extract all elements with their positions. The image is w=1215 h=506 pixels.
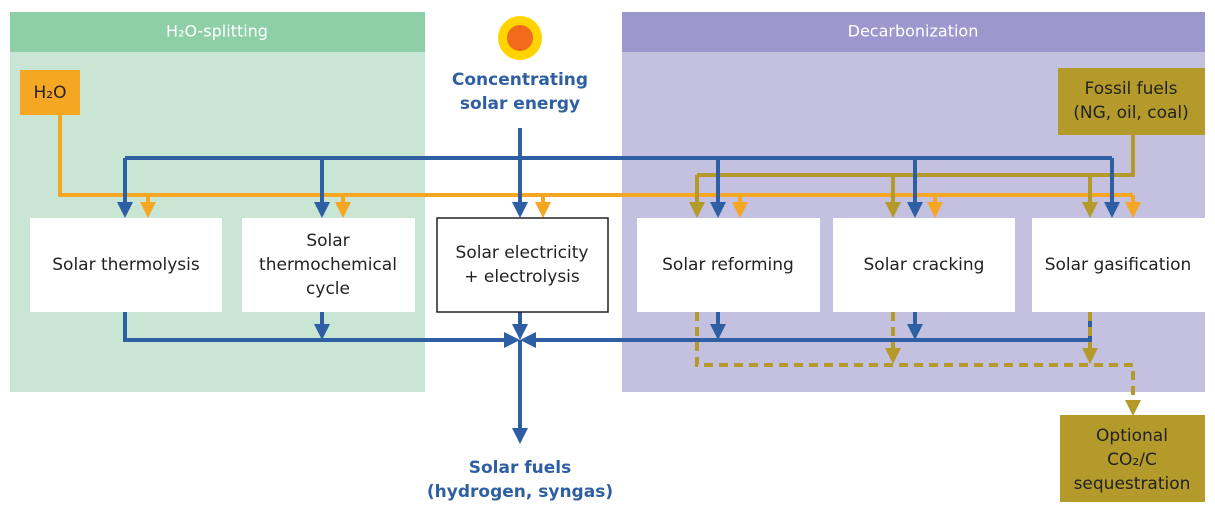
sequestration-label: Optional xyxy=(1096,426,1168,446)
thermolysis-box xyxy=(30,218,222,312)
fossil-label: Fossil fuels xyxy=(1085,79,1178,99)
water-label: H₂O xyxy=(34,83,67,103)
water-box xyxy=(20,70,80,115)
connectors xyxy=(58,115,1141,444)
left-panel xyxy=(10,12,425,392)
thermochemical-label: cycle xyxy=(306,279,350,299)
thermochemical-label: thermochemical xyxy=(259,255,397,275)
labels: Concentrating solar energy Fossil fuels (NG… xyxy=(52,70,1191,502)
fossil-label: (NG, oil, coal) xyxy=(1073,103,1189,123)
solar-label: Concentrating xyxy=(452,70,588,90)
thermochemical-box xyxy=(242,218,415,312)
electrolysis-label: + electrolysis xyxy=(464,267,580,287)
fuels-label: Solar fuels xyxy=(469,458,572,478)
cracking-box xyxy=(833,218,1015,312)
thermochemical-label: Solar xyxy=(306,231,349,251)
right-title: Decarbonization xyxy=(848,22,979,41)
sequestration-label: sequestration xyxy=(1074,474,1191,494)
fuels-label: (hydrogen, syngas) xyxy=(427,482,613,502)
gasification-label: Solar gasification xyxy=(1045,255,1192,275)
sequestration-box xyxy=(1060,415,1205,502)
thermolysis-label: Solar thermolysis xyxy=(52,255,200,275)
sequestration-label: CO₂/C xyxy=(1107,450,1157,470)
right-header xyxy=(622,12,1205,52)
fossil-box xyxy=(1058,68,1205,135)
gasification-box xyxy=(1032,218,1205,312)
electrolysis-label: Solar electricity xyxy=(456,243,589,263)
left-header xyxy=(10,12,425,52)
cracking-label: Solar cracking xyxy=(864,255,985,275)
sun xyxy=(498,16,542,60)
left-title: H₂O-splitting xyxy=(166,22,268,41)
reforming-box xyxy=(637,218,820,312)
solar-label: solar energy xyxy=(460,94,580,114)
electrolysis-box xyxy=(436,217,609,313)
reforming-label: Solar reforming xyxy=(662,255,794,275)
